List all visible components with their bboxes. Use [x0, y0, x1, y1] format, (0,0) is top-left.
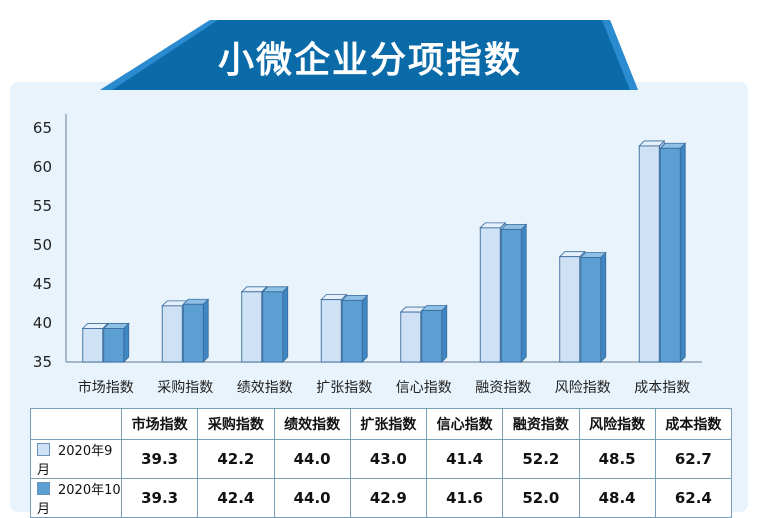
- table-cell: 43.0: [349, 439, 428, 479]
- table-cell: 39.3: [120, 478, 199, 518]
- table-cell: 62.7: [654, 439, 733, 479]
- y-tick-label: 35: [33, 353, 52, 371]
- x-tick-label: 扩张指数: [316, 380, 372, 396]
- bar-side: [441, 304, 448, 363]
- table-cell: 52.0: [502, 478, 580, 518]
- table-cell: 62.4: [654, 478, 733, 518]
- bar-side: [600, 251, 607, 363]
- row-label-oct: 2020年10月: [30, 478, 122, 518]
- table-header-cell: 采购指数: [197, 408, 275, 440]
- bar: [559, 256, 581, 363]
- table-header-cell: 成本指数: [654, 408, 733, 440]
- table-row: 2020年9月 39.3 42.2 44.0 43.0 41.4 52.2 48…: [30, 439, 733, 479]
- table-header-cell: 风险指数: [578, 408, 656, 440]
- row-label-text: 2020年9月: [37, 444, 113, 478]
- bar: [479, 227, 501, 363]
- y-tick-label: 55: [33, 197, 52, 215]
- bar-top: [558, 251, 586, 258]
- bar-top: [341, 294, 369, 301]
- row-label-sep: 2020年9月: [30, 439, 122, 479]
- bar: [659, 147, 681, 363]
- y-tick-label: 40: [33, 314, 52, 332]
- table-cell: 42.4: [197, 478, 275, 518]
- bar: [421, 310, 443, 363]
- x-tick-label: 采购指数: [157, 380, 213, 396]
- bar: [341, 299, 363, 363]
- bar-top: [479, 222, 507, 229]
- table-cell: 42.2: [197, 439, 275, 479]
- row-label-text: 2020年10月: [37, 483, 121, 517]
- y-tick-label: 45: [33, 275, 52, 293]
- table-cell: 48.4: [578, 478, 656, 518]
- bar-top: [500, 223, 528, 230]
- y-tick-label: 50: [33, 236, 52, 254]
- x-tick-label: 风险指数: [555, 380, 611, 396]
- table-cell: 41.4: [425, 439, 504, 479]
- bar: [103, 328, 125, 363]
- table-corner: [30, 408, 122, 440]
- bar-top: [579, 252, 607, 258]
- table-header-cell: 融资指数: [502, 408, 580, 440]
- x-tick-label: 绩效指数: [237, 380, 293, 396]
- y-tick-label: 60: [33, 158, 52, 176]
- table-header-cell: 扩张指数: [349, 408, 428, 440]
- table-cell: 44.0: [273, 478, 351, 518]
- title-banner: [100, 20, 638, 90]
- x-tick-label: 市场指数: [78, 379, 134, 396]
- x-tick-label: 成本指数: [634, 380, 690, 396]
- bar: [638, 145, 660, 363]
- bar: [580, 257, 602, 363]
- bar-top: [102, 323, 130, 329]
- bar-chart: 35 40 45 50 55 60 65 市场指数 采购指数 绩效指数 扩张指数 信心指数 融资指数 风险…: [33, 114, 702, 396]
- bar-side: [520, 223, 527, 363]
- table-cell: 39.3: [120, 439, 199, 479]
- bar-side: [361, 294, 368, 363]
- bar-top: [659, 142, 687, 149]
- bar-side: [679, 142, 686, 363]
- bar-top: [638, 140, 666, 147]
- y-tick-label: 65: [33, 119, 52, 137]
- bar-top: [182, 298, 210, 305]
- bar: [82, 328, 104, 363]
- table-cell: 44.0: [273, 439, 351, 479]
- table-cell: 48.5: [578, 439, 656, 479]
- bar-top: [261, 286, 289, 293]
- data-table: 市场指数 采购指数 绩效指数 扩张指数 信心指数 融资指数 风险指数 成本指数 …: [30, 408, 733, 518]
- legend-swatch-sep: [37, 443, 50, 456]
- bar: [182, 303, 204, 363]
- chart-title: 小微企业分项指数: [217, 40, 522, 81]
- bar: [400, 311, 422, 363]
- table-header-cell: 绩效指数: [273, 408, 351, 440]
- x-tick-label: 融资指数: [475, 380, 531, 396]
- bar: [161, 305, 183, 363]
- bar: [262, 291, 284, 363]
- bar-top: [320, 294, 348, 301]
- bar: [241, 291, 263, 363]
- table-cell: 41.6: [425, 478, 504, 518]
- legend-swatch-oct: [37, 482, 50, 495]
- bar-side: [123, 322, 130, 363]
- table-header-row: 市场指数 采购指数 绩效指数 扩张指数 信心指数 融资指数 风险指数 成本指数: [30, 408, 733, 440]
- bar-side: [202, 298, 209, 363]
- bar: [320, 299, 342, 363]
- bar-side: [282, 285, 289, 363]
- table-header-cell: 信心指数: [425, 408, 504, 440]
- table-cell: 42.9: [349, 478, 428, 518]
- x-tick-label: 信心指数: [396, 380, 452, 396]
- table-header-cell: 市场指数: [120, 408, 199, 440]
- bar: [500, 228, 522, 363]
- table-row: 2020年10月 39.3 42.4 44.0 42.9 41.6 52.0 4…: [30, 478, 733, 518]
- bar-top: [420, 305, 448, 311]
- table-cell: 52.2: [502, 439, 580, 479]
